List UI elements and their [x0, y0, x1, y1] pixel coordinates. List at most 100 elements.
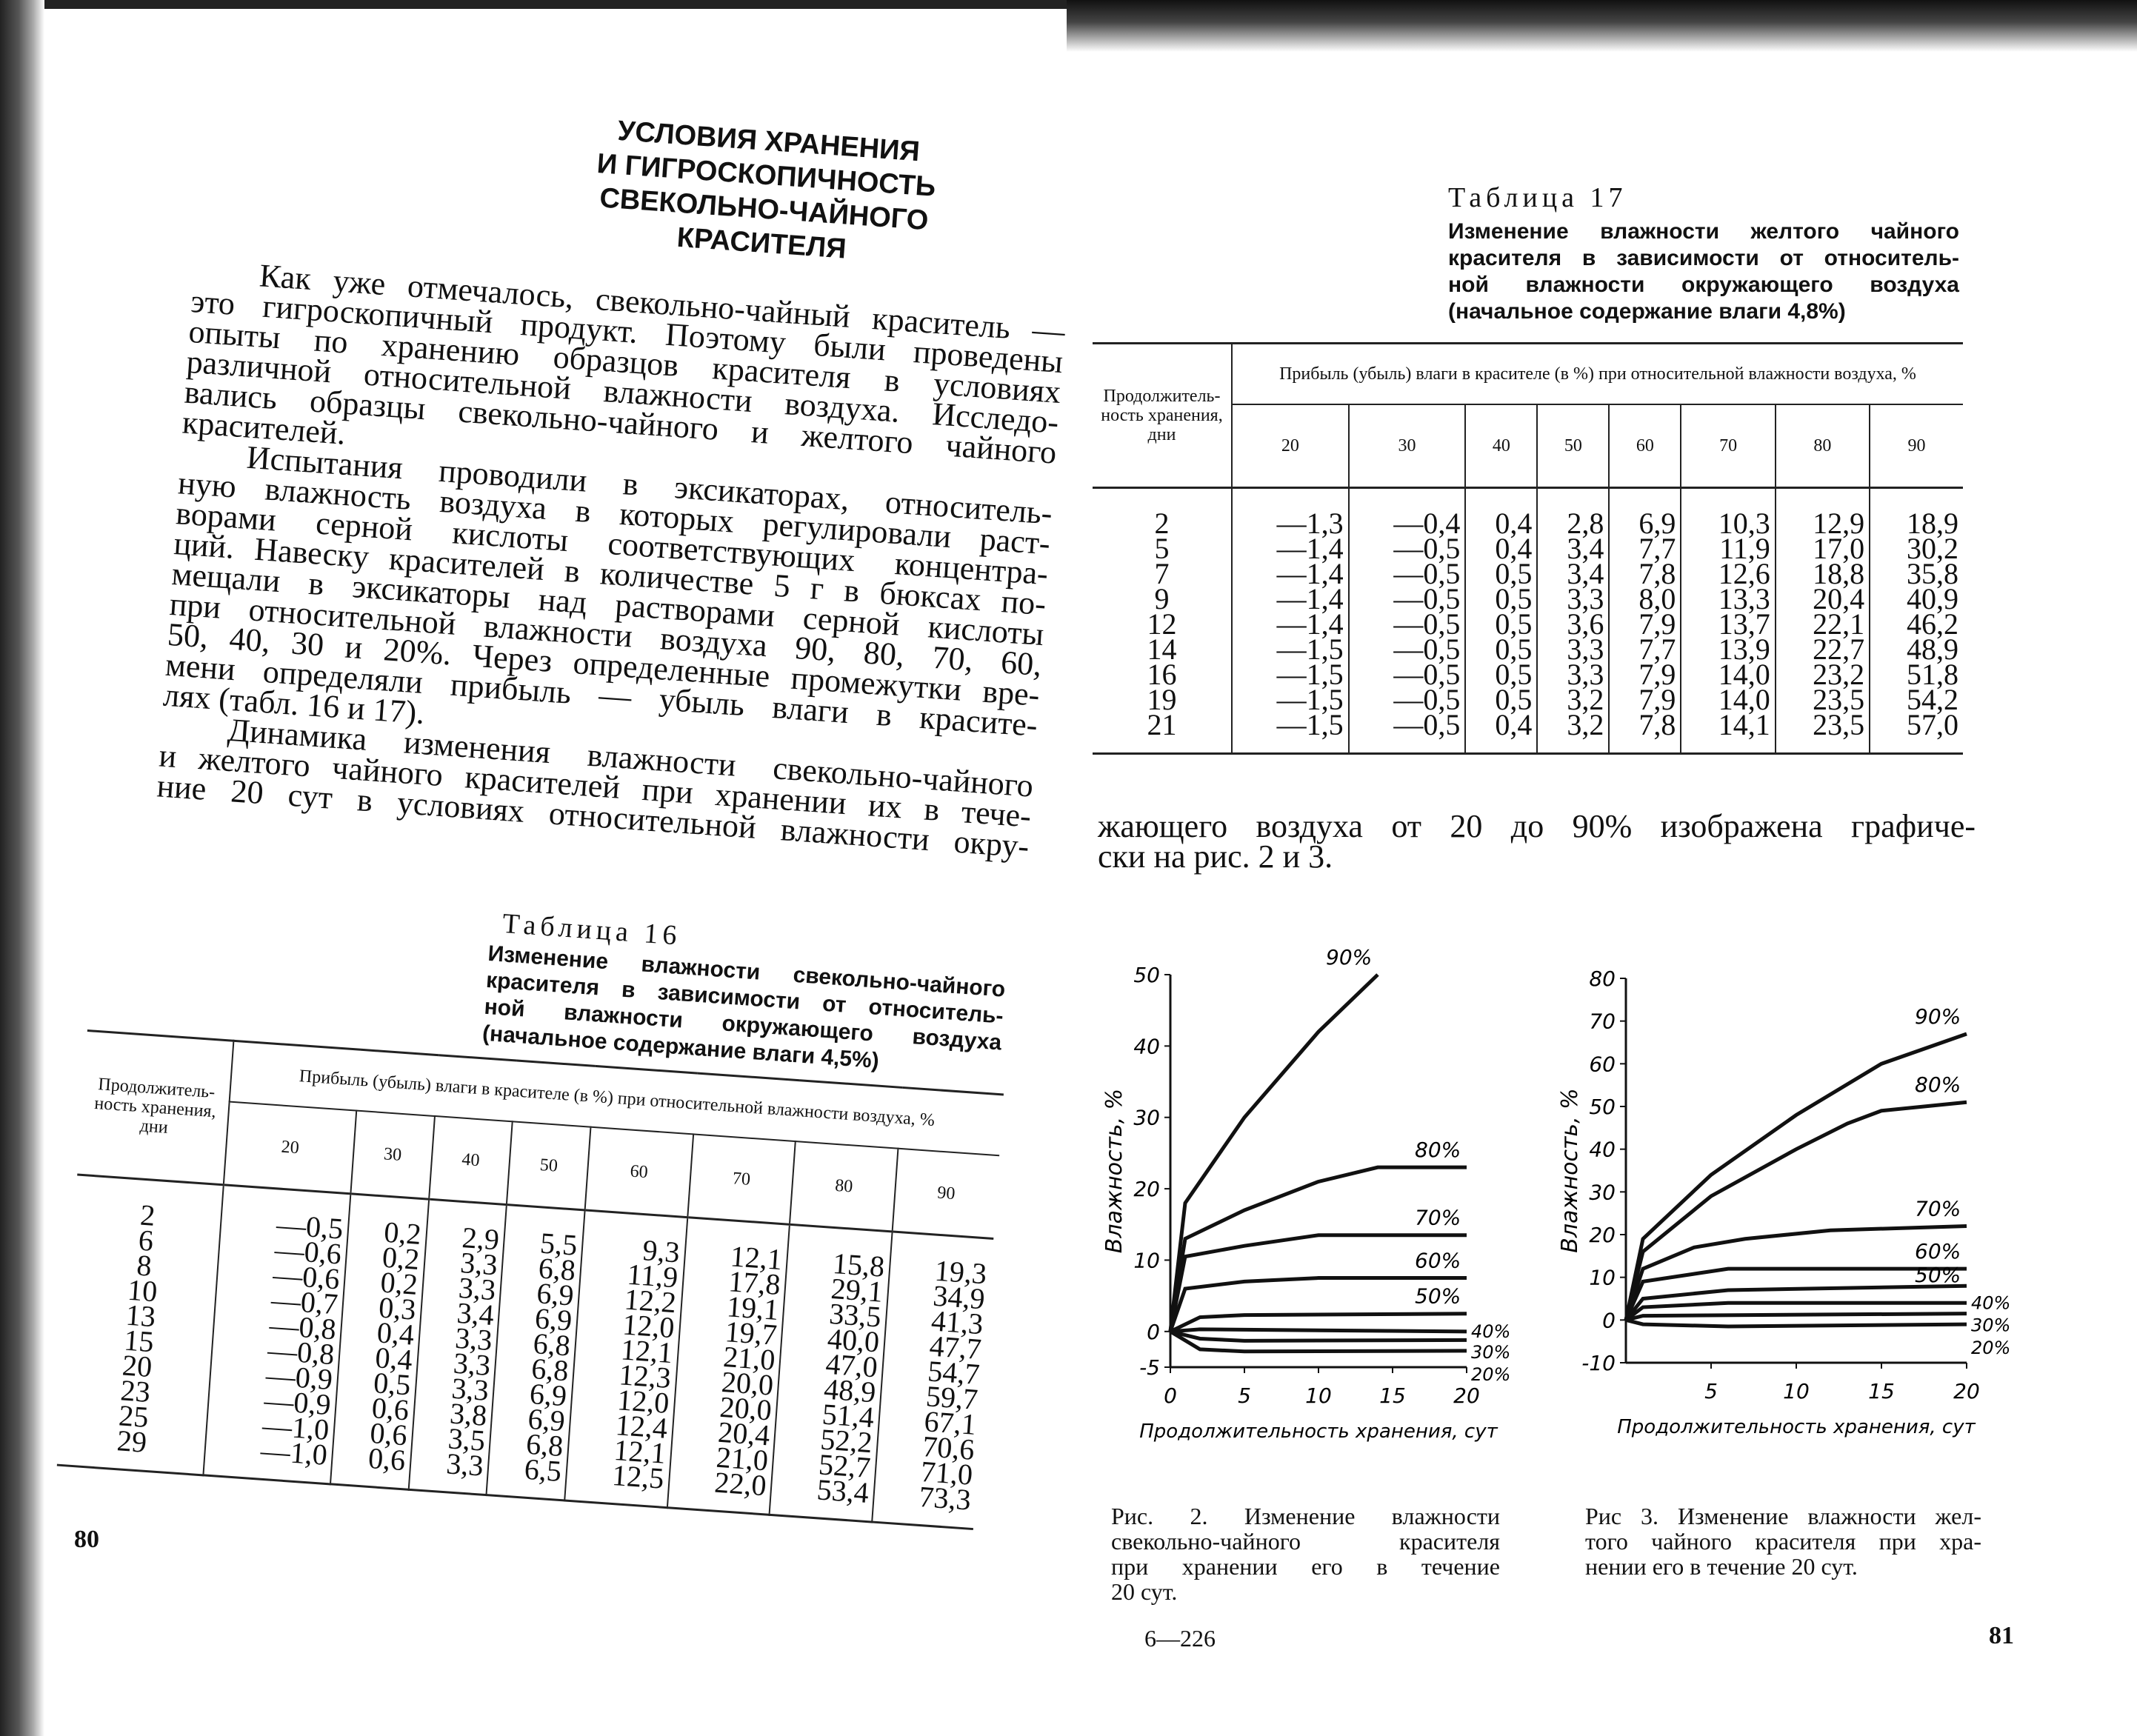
value-cell: 23,5 [1813, 708, 1865, 741]
value-cell: 7,9 [1638, 607, 1676, 641]
day-cell: 7 [1154, 557, 1170, 590]
column-header: 90 [892, 1148, 1000, 1239]
x-tick-label: 15 [1868, 1379, 1895, 1403]
value-cell: 30,2 [1907, 532, 1958, 565]
value-column: 15,8 29,1 33,5 40,0 47,0 48,9 51,4 52,2 52,7 53,4 [769, 1224, 893, 1522]
x-tick-label: 5 [1238, 1383, 1251, 1408]
value-cell: 23,2 [1813, 658, 1865, 691]
value-cell: —0,5 [1393, 557, 1461, 590]
column-header-row: 20 30 40 50 60 70 80 90 [1093, 404, 1963, 489]
column-header: 80 [790, 1141, 899, 1232]
header-group: Прибыль (убыль) влаги в красителе (в %) … [1231, 343, 1963, 405]
value-column: —0,5 —0,6 —0,6 —0,7 —0,8 —0,8 —0,9 —0,9 —1,0 —1,0 [203, 1184, 351, 1484]
y-tick-label: 40 [1133, 1034, 1160, 1058]
value-cell: —1,4 [1276, 557, 1344, 590]
day-column: 2 5 7 9 12 14 16 19 21 [1093, 488, 1232, 754]
x-tick-label: 0 [1164, 1383, 1177, 1408]
value-cell: 51,8 [1907, 658, 1958, 691]
series-label: 50% [1415, 1284, 1461, 1309]
series-label: 40% [1471, 1321, 1510, 1342]
value-cell: 22,7 [1813, 632, 1865, 666]
value-cell: 46,2 [1907, 607, 1958, 641]
caption-line: при хранении его в течение [1111, 1553, 1500, 1580]
caption-line: того чайного красителя при хра- [1585, 1528, 1981, 1555]
value-cell: 12,6 [1718, 557, 1770, 590]
text-line: ски на рис. 2 и 3. [1098, 838, 1333, 875]
value-cell: —0,5 [1393, 532, 1461, 565]
value-cell: 3,4 [1567, 557, 1604, 590]
value-cell: 22,0 [713, 1465, 768, 1503]
series-line-90pct [1168, 973, 1379, 1332]
printer-signature: 6—226 [1144, 1625, 1216, 1652]
value-cell: —1,5 [1276, 632, 1344, 666]
day-cell: 12 [1147, 607, 1177, 641]
day-cell: 14 [1147, 632, 1177, 666]
series-label: 70% [1915, 1196, 1961, 1221]
series-line-30pct [1170, 1329, 1467, 1343]
value-cell: 3,4 [1567, 532, 1604, 565]
value-cell: 13,9 [1718, 632, 1770, 666]
table-title-line: (начальное содержание влаги 4,8%) [1448, 299, 1846, 324]
value-cell: 35,8 [1907, 557, 1958, 590]
table-title-line: красителя в зависимости от относитель- [1448, 246, 1959, 270]
y-tick-label: 40 [1589, 1138, 1616, 1162]
value-cell: 0,4 [1495, 532, 1533, 565]
data-table: Продолжитель-ность хранения, дни Прибыль … [56, 1029, 1004, 1531]
y-tick-label: 30 [1133, 1106, 1160, 1130]
y-axis-label: Влажность, % [1557, 1088, 1583, 1252]
value-cell: 3,3 [1567, 658, 1604, 691]
value-cell: 0,5 [1495, 632, 1533, 666]
figure-2-caption: Рис. 2. Изменение влажности свекольно-чай… [1111, 1503, 1500, 1604]
series-line-30pct [1625, 1312, 1967, 1322]
column-header: 90 [1869, 404, 1963, 489]
x-tick-label: 20 [1953, 1379, 1980, 1403]
value-cell: —1,0 [259, 1433, 329, 1472]
series-line-70pct [1624, 1223, 1967, 1321]
table16: Продолжитель-ность хранения, дни Прибыль … [56, 1029, 1004, 1531]
header-duration: Продолжитель-ность хранения, дни [1093, 343, 1232, 489]
value-column: 2,8 3,4 3,4 3,3 3,6 3,3 3,3 3,2 3,2 [1536, 487, 1610, 754]
day-cell: 19 [1147, 683, 1177, 716]
value-column: 6,9 7,7 7,8 8,0 7,9 7,7 7,9 7,9 7,8 [1608, 487, 1681, 754]
column-header: 20 [1231, 404, 1349, 489]
x-tick-label: 5 [1704, 1379, 1718, 1403]
value-cell: 7,9 [1638, 658, 1676, 691]
text-line: жающего воздуха от 20 до 90% изображена … [1098, 808, 1976, 844]
value-cell: 0,5 [1495, 683, 1533, 716]
section-heading: УСЛОВИЯ ХРАНЕНИЯ И ГИГРОСКОПИЧНОСТЬ СВЕКОЛ… [568, 111, 962, 274]
value-cell: 3,6 [1567, 607, 1604, 641]
value-cell: 40,9 [1907, 582, 1958, 615]
y-tick-label: 10 [1589, 1266, 1616, 1290]
y-tick-label: 0 [1147, 1320, 1160, 1344]
value-cell: —1,5 [1276, 683, 1344, 716]
y-axis-label: Влажность, % [1101, 1089, 1127, 1253]
column-header: 30 [350, 1110, 435, 1200]
column-header: 80 [1774, 404, 1870, 489]
column-header: 60 [584, 1126, 693, 1218]
value-cell: 18,8 [1813, 557, 1865, 590]
book-edge-shadow [0, 0, 44, 1736]
x-tick-label: 20 [1453, 1383, 1480, 1408]
data-table: Продолжитель-ность хранения, дни Прибыль … [1093, 342, 1963, 755]
day-cell: 21 [1147, 708, 1177, 741]
y-tick-label: 60 [1589, 1052, 1616, 1076]
column-header: 40 [428, 1115, 513, 1205]
value-column: —1,3 —1,4 —1,4 —1,4 —1,4 —1,5 —1,5 —1,5 —1,5 [1231, 487, 1349, 754]
y-tick-label: 0 [1602, 1308, 1616, 1332]
day-column: 2 6 8 10 13 15 20 23 25 29 [57, 1175, 224, 1475]
table16-title: Изменение влажности свекольно-чайного кра… [481, 941, 1006, 1083]
value-cell: —0,5 [1393, 708, 1461, 741]
value-column: 9,3 11,9 12,2 12,0 12,1 12,3 12,0 12,4 12,1 12,5 [564, 1209, 687, 1508]
value-cell: 11,9 [1719, 532, 1770, 565]
value-cell: 7,9 [1638, 683, 1676, 716]
x-tick-label: 10 [1783, 1379, 1810, 1403]
series-label: 70% [1415, 1206, 1461, 1230]
caption-line: 20 сут. [1111, 1578, 1178, 1605]
left-body-text: Как уже отмечалось, свекольно-чайный кра… [156, 256, 1066, 864]
series-label: 60% [1915, 1239, 1961, 1263]
value-cell: 2,8 [1567, 507, 1604, 540]
caption-line: свекольно-чайного красителя [1111, 1528, 1500, 1555]
value-cell: —1,5 [1276, 708, 1344, 741]
table-title-line: ной влажности окружающего воздуха [1448, 273, 1959, 297]
